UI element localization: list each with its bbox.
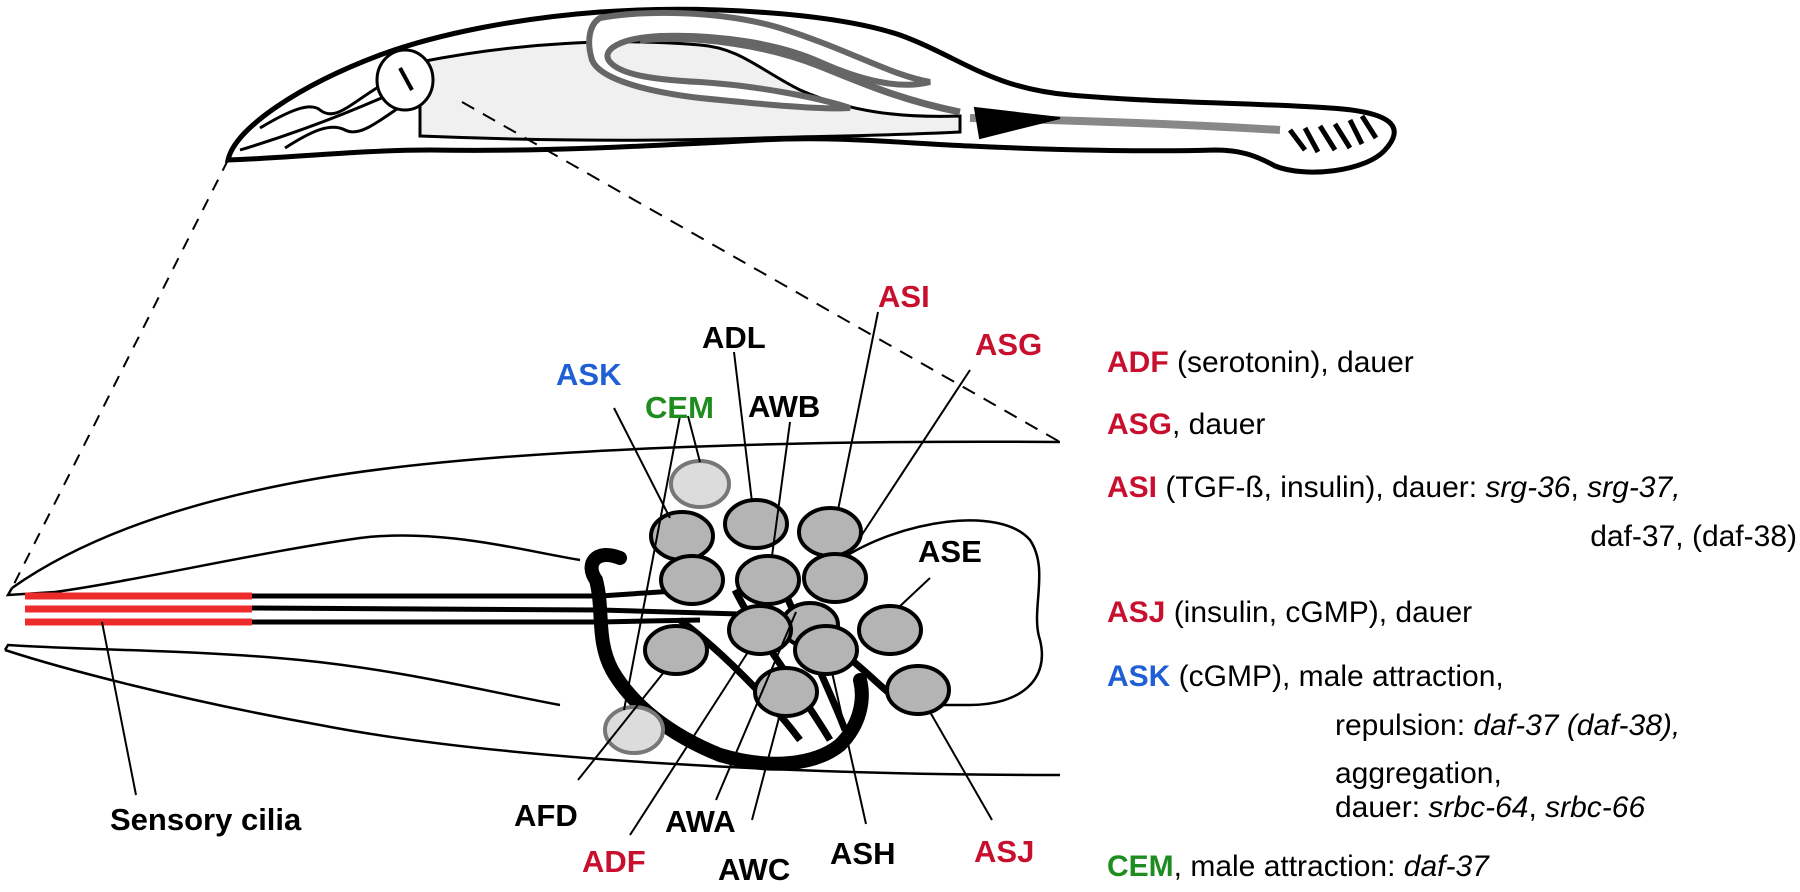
cell-afd bbox=[643, 624, 709, 676]
legend-cem: CEM, male attraction: daf-37 bbox=[1107, 850, 1490, 883]
label-adf: ADF bbox=[582, 844, 646, 879]
worm-vulva bbox=[973, 106, 1061, 140]
head-pharynx-lower bbox=[3, 643, 561, 707]
legend-asg: ASG, dauer bbox=[1107, 408, 1265, 441]
zoom-line-right bbox=[461, 101, 1061, 443]
neuron-cell-bodies bbox=[603, 459, 951, 755]
head-outline-upper bbox=[11, 440, 1061, 590]
cell-cem-lower bbox=[603, 705, 665, 755]
label-ase: ASE bbox=[918, 534, 982, 569]
label-awa: AWA bbox=[665, 804, 736, 839]
worm-pharynx-wave-2 bbox=[284, 98, 411, 150]
label-afd: AFD bbox=[514, 798, 578, 833]
leader-lines bbox=[101, 311, 993, 836]
label-asj: ASJ bbox=[974, 834, 1034, 869]
worm-pharynx-wave-1 bbox=[259, 84, 381, 130]
worm-gonad-inner bbox=[639, 35, 961, 116]
cell-adl bbox=[723, 498, 789, 550]
legend-ask-line2: repulsion: daf-37 (daf-38), bbox=[1335, 709, 1680, 742]
head-tip bbox=[5, 534, 581, 597]
cell-ash bbox=[793, 624, 859, 676]
cell-asj bbox=[885, 664, 951, 716]
worm-overview bbox=[224, 6, 1397, 175]
legend-asi-line2: daf-37, (daf-38) bbox=[1590, 520, 1797, 553]
legend-asj: ASJ (insulin, cGMP), dauer bbox=[1107, 596, 1472, 629]
worm-gonad-outer bbox=[586, 9, 931, 112]
label-adl: ADL bbox=[702, 320, 766, 355]
legend-adf: ADF (serotonin), dauer bbox=[1107, 346, 1414, 379]
legend-ask-line3: aggregation, bbox=[1335, 757, 1502, 790]
cell-cem-upper bbox=[669, 459, 731, 509]
worm-grinder bbox=[398, 67, 414, 91]
sensory-cilia bbox=[25, 592, 252, 626]
cell-awc bbox=[753, 666, 819, 718]
label-asi: ASI bbox=[878, 279, 930, 314]
cell-ase bbox=[857, 604, 923, 656]
label-awb: AWB bbox=[748, 389, 820, 424]
axon-fibers bbox=[677, 578, 902, 743]
legend-ask: ASK (cGMP), male attraction, bbox=[1107, 660, 1504, 693]
zoom-line-left bbox=[11, 159, 229, 589]
legend-ask-line4: dauer: srbc-64, srbc-66 bbox=[1335, 791, 1645, 824]
worm-pharynx bbox=[239, 90, 396, 152]
label-asg: ASG bbox=[975, 327, 1042, 362]
cell-awb bbox=[735, 554, 801, 606]
cell-1 bbox=[659, 554, 725, 606]
ganglion-outline bbox=[839, 519, 1044, 707]
cell-adf bbox=[727, 604, 793, 656]
label-awc: AWC bbox=[718, 852, 790, 887]
legend: ADF (serotonin), dauer ASG, dauer ASI (T… bbox=[1107, 346, 1797, 883]
legend-asi: ASI (TGF-ß, insulin), dauer: srg-36, srg… bbox=[1107, 471, 1681, 504]
cell-asg bbox=[802, 552, 868, 604]
head-closeup: ASI ASG ADL ASK CEM AWB ASE AFD AWA ADF … bbox=[3, 279, 1061, 887]
label-ask: ASK bbox=[556, 357, 622, 392]
label-ash: ASH bbox=[830, 836, 895, 871]
worm-tail-rays bbox=[1288, 114, 1379, 154]
label-sensory-cilia: Sensory cilia bbox=[110, 802, 302, 837]
head-outline-lower bbox=[4, 648, 1061, 777]
label-cem: CEM bbox=[645, 390, 714, 425]
